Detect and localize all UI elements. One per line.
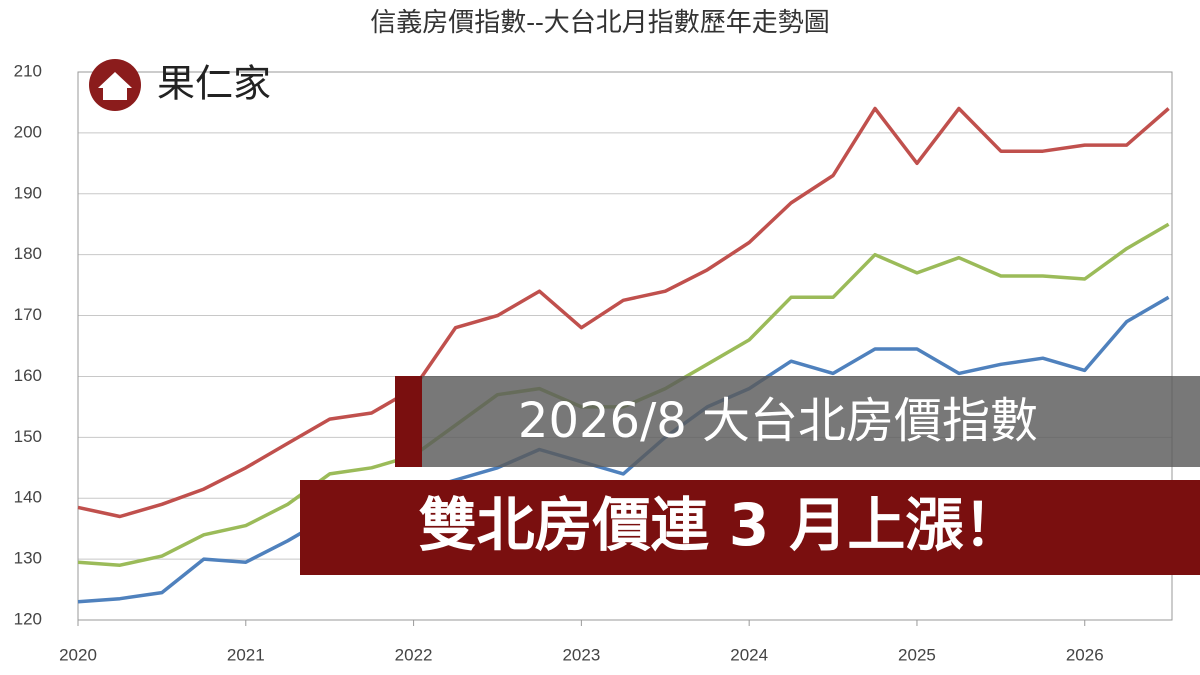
y-tick-label: 140 [14, 488, 42, 507]
y-tick-label: 160 [14, 366, 42, 385]
y-tick-label: 130 [14, 549, 42, 568]
subheadline-accent [395, 376, 422, 467]
x-tick-label: 2020 [59, 645, 97, 664]
x-tick-label: 2023 [562, 645, 600, 664]
logo-house [98, 72, 132, 100]
subheadline: 2026/8 大台北房價指數 [518, 393, 1038, 449]
subheadline-band [395, 376, 1200, 467]
y-tick-label: 180 [14, 244, 42, 263]
series-line [77, 106, 1170, 519]
x-tick-label: 2025 [898, 645, 936, 664]
y-tick-label: 200 [14, 122, 42, 141]
x-tick-label: 2024 [730, 645, 768, 664]
headline: 雙北房價連 3 月上漲！ [419, 491, 1022, 559]
y-tick-label: 120 [14, 609, 42, 628]
x-tick-label: 2022 [395, 645, 433, 664]
y-tick-label: 210 [14, 61, 42, 80]
x-tick-label: 2021 [227, 645, 265, 664]
overlay: 果仁家 2026/8 大台北房價指數 雙北房價連 3 月上漲！ [89, 59, 1200, 575]
headline-band [300, 480, 1200, 575]
chart-title: 信義房價指數--大台北月指數歷年走勢圖 [370, 8, 830, 38]
logo-text: 果仁家 [157, 62, 271, 106]
x-tick-label: 2026 [1066, 645, 1104, 664]
series-line [77, 295, 1170, 604]
y-tick-label: 150 [14, 427, 42, 446]
plot-frame [77, 71, 1173, 621]
y-tick-label: 190 [14, 183, 42, 202]
y-tick-label: 170 [14, 305, 42, 324]
